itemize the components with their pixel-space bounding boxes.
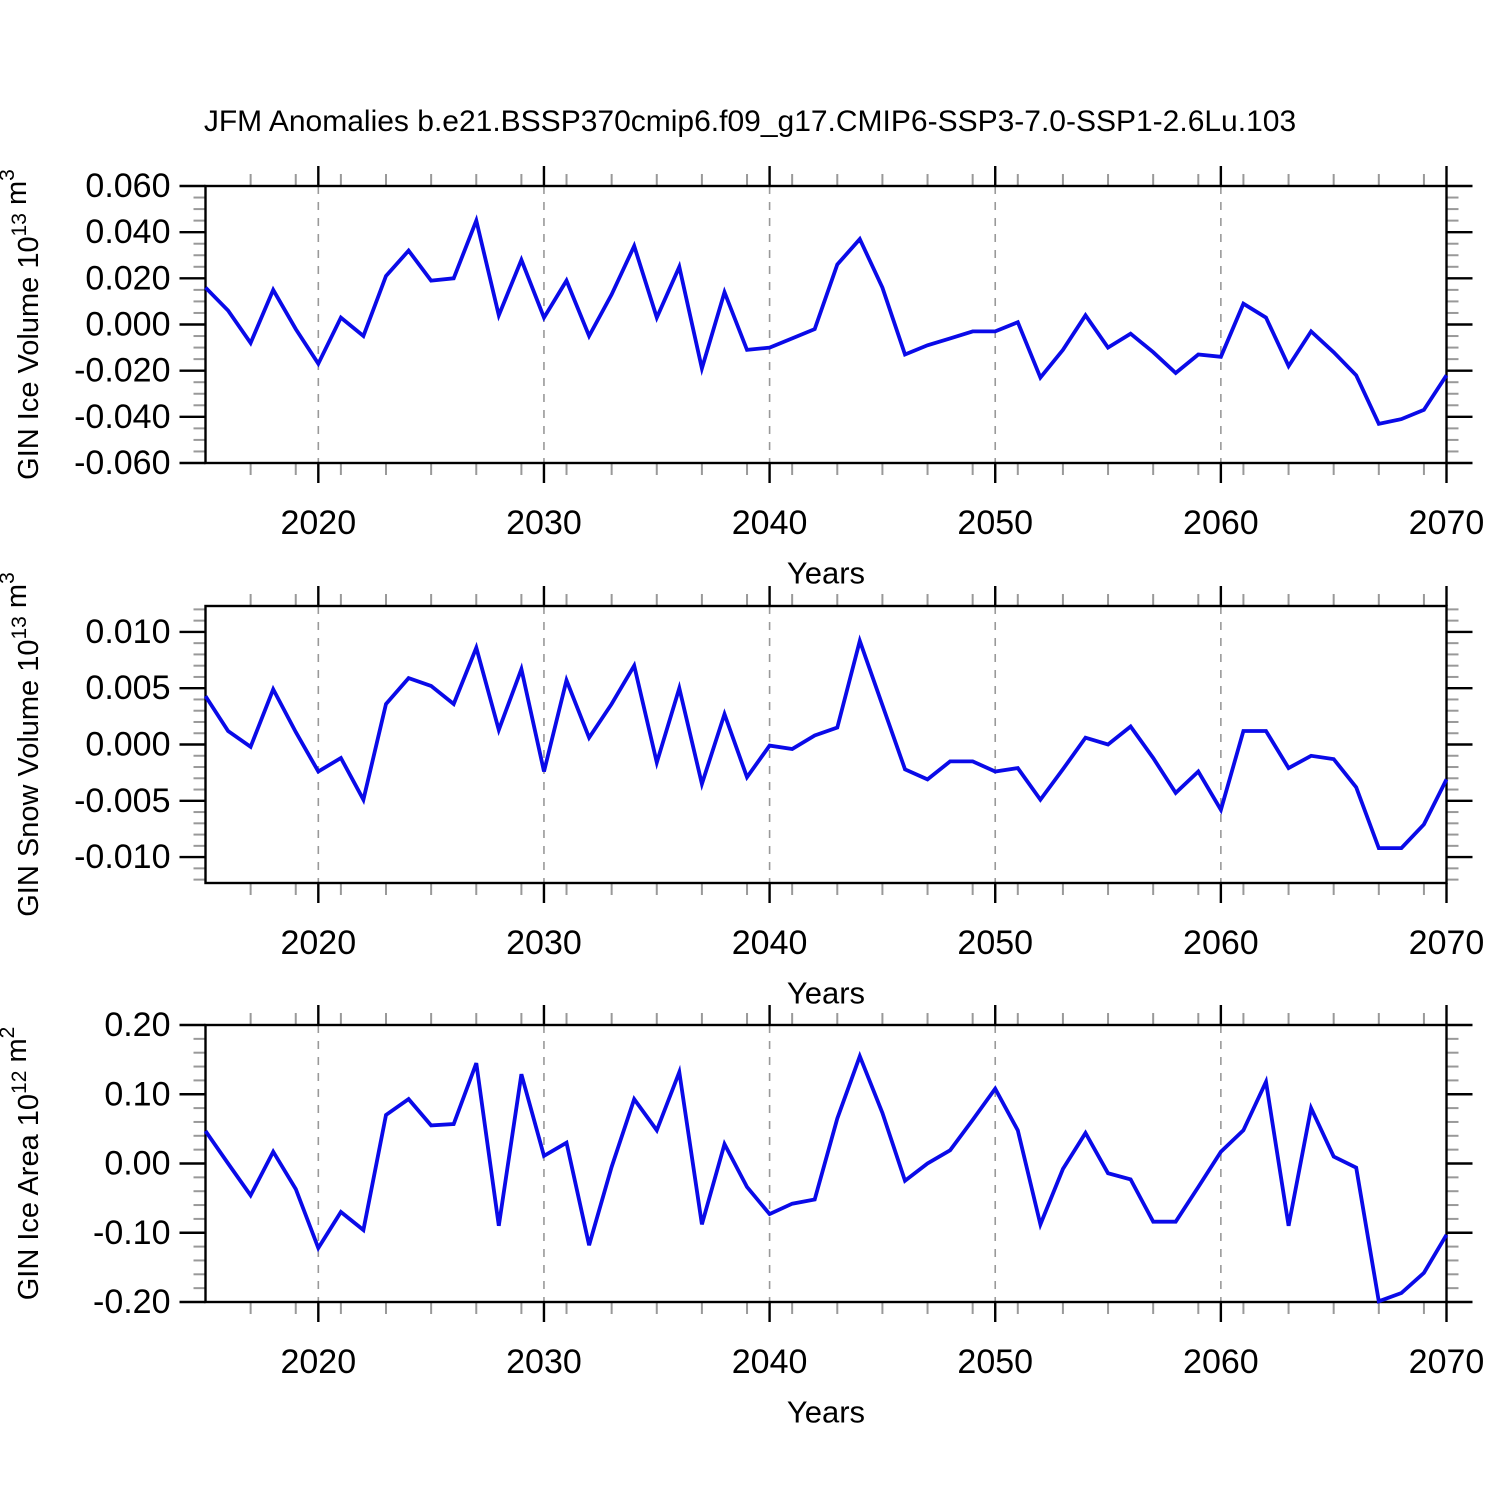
y-axis-title: GIN Ice Volume 1013 m3 — [0, 169, 45, 480]
chart-panels: 2020 2030 2040 2050 2060 2070 -0.060 -0.040 -0.0… — [0, 166, 1484, 1430]
y-tick-label: -0.20 — [93, 1283, 171, 1321]
y-tick-label: 0.10 — [104, 1075, 170, 1113]
x-tick-label: 2020 — [280, 1343, 356, 1381]
x-tick-label: 2030 — [506, 504, 582, 542]
x-tick-label: 2060 — [1183, 924, 1259, 962]
x-tick-label: 2070 — [1409, 504, 1485, 542]
y-tick-label: 0.20 — [104, 1006, 170, 1044]
x-tick-label: 2060 — [1183, 504, 1259, 542]
figure-title: JFM Anomalies b.e21.BSSP370cmip6.f09_g17… — [204, 105, 1296, 138]
plot-box — [204, 604, 1448, 885]
x-tick-label: 2050 — [957, 1343, 1033, 1381]
x-axis-title: Years — [787, 1395, 865, 1430]
y-tick-label: -0.020 — [74, 352, 170, 390]
x-tick-label: 2020 — [280, 924, 356, 962]
x-tick-label: 2060 — [1183, 1343, 1259, 1381]
y-tick-label: 0.040 — [85, 213, 170, 251]
y-tick-label: 0.00 — [104, 1145, 170, 1183]
x-tick-label: 2020 — [280, 504, 356, 542]
y-axis-title: GIN Snow Volume 1013 m3 — [0, 572, 45, 917]
x-axis-title: Years — [787, 976, 865, 1011]
y-tick-label: 0.005 — [85, 669, 170, 707]
x-tick-label: 2040 — [732, 924, 808, 962]
y-tick-label: 0.020 — [85, 259, 170, 297]
x-axis-title: Years — [787, 556, 865, 591]
y-tick-label: -0.010 — [74, 838, 170, 876]
x-tick-label: 2040 — [732, 504, 808, 542]
y-tick-label: 0.000 — [85, 306, 170, 344]
y-tick-label: 0.060 — [85, 167, 170, 205]
y-tick-label: -0.060 — [74, 444, 170, 482]
x-tick-label: 2030 — [506, 924, 582, 962]
plot-box — [204, 184, 1448, 465]
x-tick-label: 2050 — [957, 504, 1033, 542]
x-tick-label: 2050 — [957, 924, 1033, 962]
x-tick-label: 2040 — [732, 1343, 808, 1381]
panel-gin-ice-volume-10-13-m-3: 2020 2030 2040 2050 2060 2070 -0.060 -0.040 -0.0… — [0, 166, 1484, 591]
y-tick-label: -0.040 — [74, 398, 170, 436]
y-tick-label: -0.10 — [93, 1214, 171, 1252]
plot-box — [204, 1023, 1448, 1304]
data-line — [204, 214, 1449, 426]
y-axis-title: GIN Ice Area 1012 m2 — [0, 1027, 45, 1301]
y-tick-label: -0.005 — [74, 782, 170, 820]
y-tick-label: 0.000 — [85, 726, 170, 764]
panel-gin-ice-area-10-12-m-2: 2020 2030 2040 2050 2060 2070 -0.20 -0.10 0.00 0.… — [0, 1005, 1484, 1430]
y-tick-label: 0.010 — [85, 613, 170, 651]
x-tick-label: 2030 — [506, 1343, 582, 1381]
data-line — [203, 634, 1449, 850]
x-tick-label: 2070 — [1409, 924, 1485, 962]
panel-gin-snow-volume-10-13-m-3: 2020 2030 2040 2050 2060 2070 -0.010 -0.005 0.00… — [0, 572, 1484, 1010]
x-tick-label: 2070 — [1409, 1343, 1485, 1381]
data-line — [203, 1050, 1449, 1304]
